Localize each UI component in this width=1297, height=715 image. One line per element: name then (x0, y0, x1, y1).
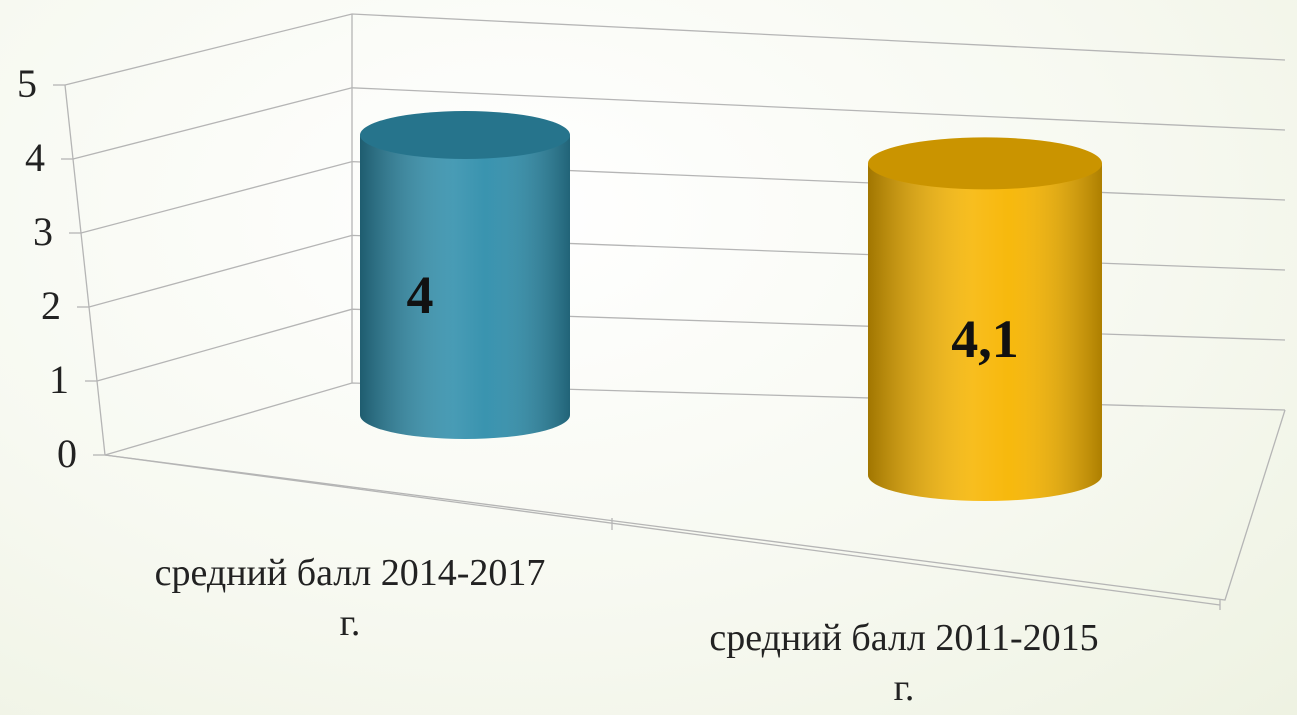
bar-top (868, 137, 1102, 190)
y-tick-label: 4 (25, 135, 45, 180)
bar-shade (360, 135, 570, 439)
bar-shade (868, 163, 1102, 501)
y-tick-label: 3 (33, 209, 53, 254)
grid-line (72, 87, 1286, 160)
value-label: 4,1 (951, 309, 1019, 369)
grid-line (88, 234, 1286, 308)
wall-edge (104, 454, 1221, 606)
y-tick-label: 2 (41, 283, 61, 328)
x-tick-label: средний балл 2014-2017г. (154, 552, 546, 644)
grid-line (64, 13, 1286, 86)
grid-line (104, 382, 1286, 456)
grid-line (96, 308, 1286, 382)
floor-edge (104, 409, 1286, 601)
y-tick-label: 1 (49, 357, 69, 402)
y-tick-label: 5 (17, 61, 37, 106)
y-tick-label: 0 (57, 431, 77, 476)
bar-top-shade (868, 137, 1102, 190)
x-tick-label: средний балл 2011-2015г. (709, 617, 1099, 709)
grid-line (80, 160, 1286, 234)
bar-top (360, 111, 570, 159)
bar-top-shade (360, 111, 570, 159)
value-label: 4 (407, 265, 434, 325)
y-axis (64, 84, 106, 456)
